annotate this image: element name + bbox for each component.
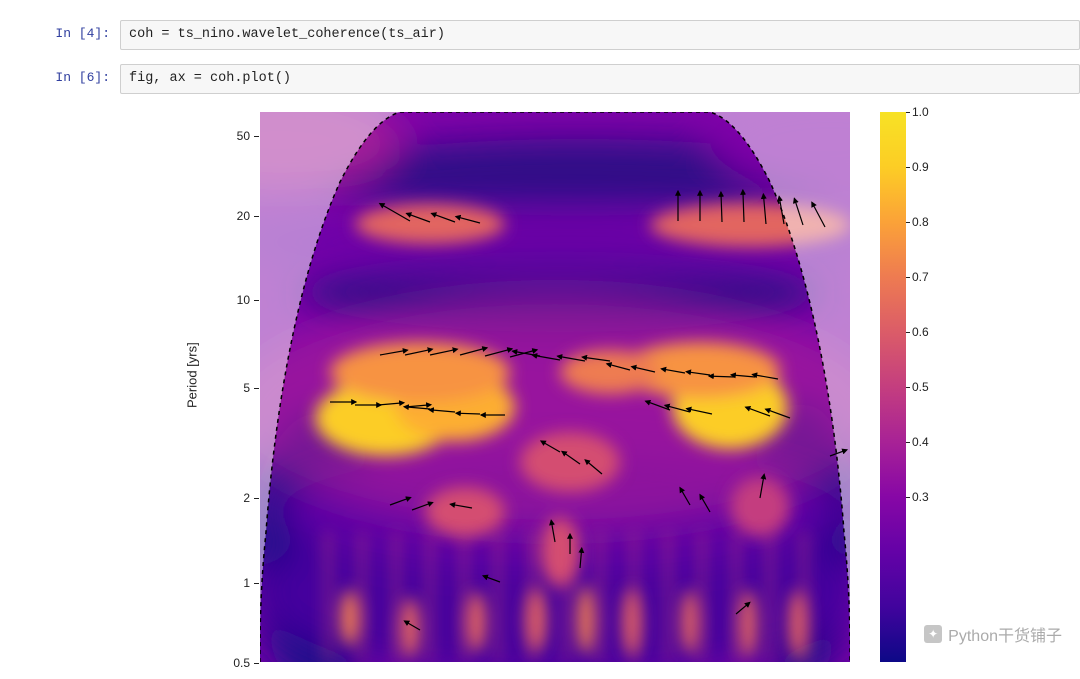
y-tick-label: 0.5 — [210, 656, 250, 670]
code-cell-2: In [6]: fig, ax = coh.plot() — [0, 64, 1080, 94]
colorbar-tick-label: 0.7 — [912, 270, 929, 284]
y-tick-label: 2 — [210, 491, 250, 505]
colorbar-tick-label: 1.0 — [912, 105, 929, 119]
code-input-2[interactable]: fig, ax = coh.plot() — [120, 64, 1080, 94]
colorbar-tick-label: 0.8 — [912, 215, 929, 229]
y-tick-label: 20 — [210, 209, 250, 223]
colorbar-tick-label: 0.9 — [912, 160, 929, 174]
notebook: In [4]: coh = ts_nino.wavelet_coherence(… — [0, 0, 1080, 668]
colorbar-tick-label: 0.5 — [912, 380, 929, 394]
wechat-icon: ✦ — [924, 625, 942, 643]
output-area: Period [yrs] 5020105210.5 1.00.90.80.70.… — [120, 108, 1080, 668]
wavelet-coherence-heatmap — [260, 112, 850, 662]
watermark-text: Python干货铺子 — [948, 622, 1062, 646]
plot: Period [yrs] 5020105210.5 1.00.90.80.70.… — [120, 108, 1080, 668]
y-tick-label: 1 — [210, 576, 250, 590]
y-tick-label: 5 — [210, 381, 250, 395]
output-prompt — [0, 108, 120, 114]
prompt-2: In [6]: — [0, 64, 120, 85]
colorbar: 1.00.90.80.70.60.50.40.3 — [880, 112, 906, 662]
output-cell: Period [yrs] 5020105210.5 1.00.90.80.70.… — [0, 108, 1080, 668]
colorbar-tick-label: 0.3 — [912, 490, 929, 504]
y-axis-label: Period [yrs] — [185, 343, 200, 409]
colorbar-tick-label: 0.6 — [912, 325, 929, 339]
y-tick-label: 10 — [210, 293, 250, 307]
code-input-1[interactable]: coh = ts_nino.wavelet_coherence(ts_air) — [120, 20, 1080, 50]
watermark: ✦ Python干货铺子 — [924, 622, 1062, 646]
y-tick-label: 50 — [210, 129, 250, 143]
code-cell-1: In [4]: coh = ts_nino.wavelet_coherence(… — [0, 20, 1080, 50]
prompt-1: In [4]: — [0, 20, 120, 41]
colorbar-tick-label: 0.4 — [912, 435, 929, 449]
